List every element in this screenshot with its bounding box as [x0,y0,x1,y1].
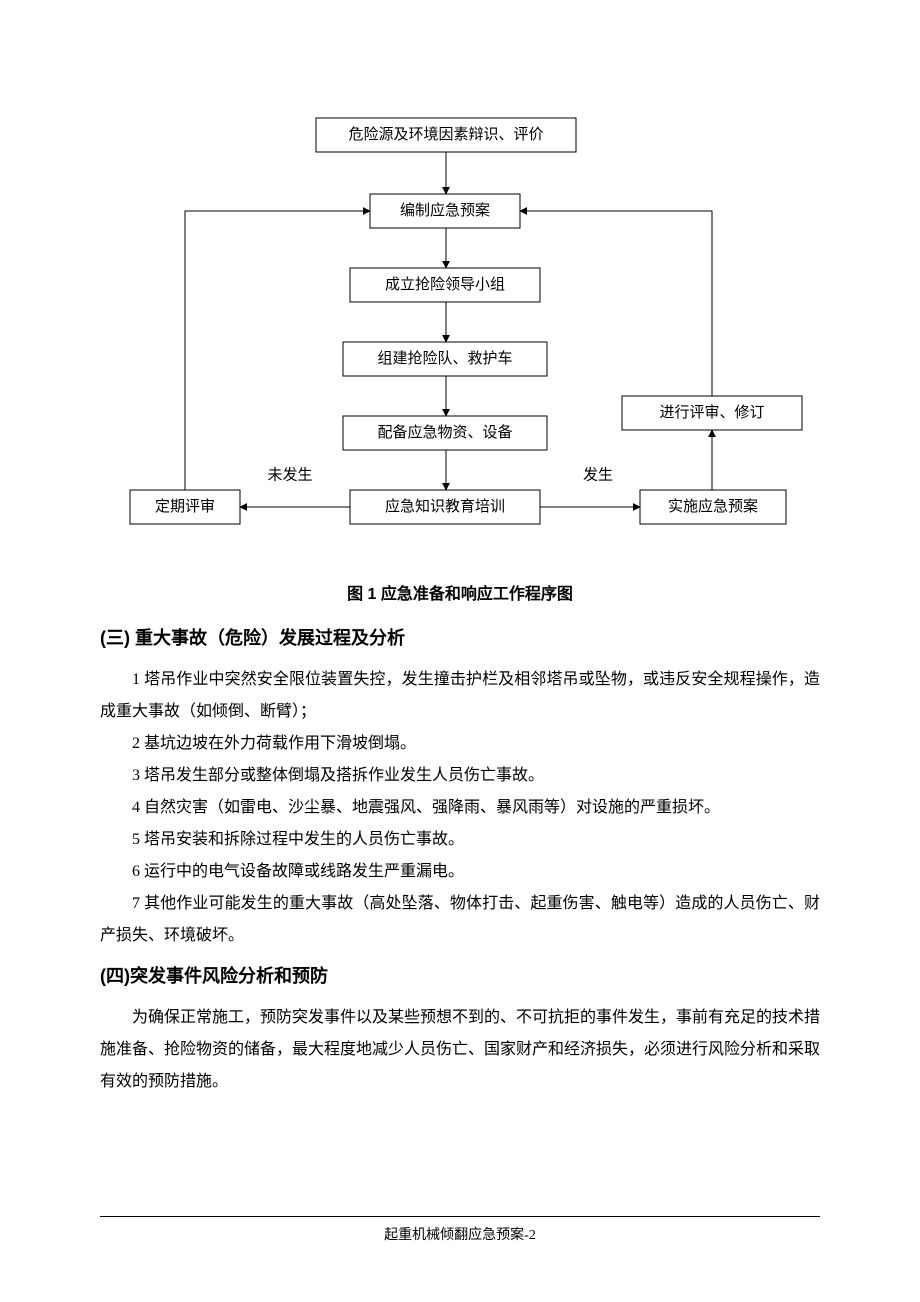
section-3-item-4: 4 自然灾害（如雷电、沙尘暴、地震强风、强降雨、暴风雨等）对设施的严重损坏。 [100,792,820,824]
section-3-item-2: 2 基坑边坡在外力荷载作用下滑坡倒塌。 [100,728,820,760]
section-3-item-3: 3 塔吊发生部分或整体倒塌及搭拆作业发生人员伤亡事故。 [100,760,820,792]
section-4-body: 为确保正常施工，预防突发事件以及某些预想不到的、不可抗拒的事件发生，事前有充足的… [100,1002,820,1098]
section-4-heading: (四)突发事件风险分析和预防 [100,962,820,988]
flowchart-edge [185,211,370,490]
figure-caption: 图 1 应急准备和响应工作程序图 [100,580,820,604]
page: 未发生 发生 危险源及环境因素辩识、评价编制应急预案成立抢险领导小组组建抢险队、救… [0,0,920,1302]
section-3-body: 1 塔吊作业中突然安全限位装置失控，发生撞击护栏及相邻塔吊或坠物，或违反安全规程… [100,664,820,952]
flowchart-node-label: 进行评审、修订 [659,404,764,421]
section-3-heading: (三) 重大事故（危险）发展过程及分析 [100,624,820,650]
section-3-item-7: 7 其他作业可能发生的重大事故（高处坠落、物体打击、起重伤害、触电等）造成的人员… [100,888,820,952]
section-4-paragraph: 为确保正常施工，预防突发事件以及某些预想不到的、不可抗拒的事件发生，事前有充足的… [100,1002,820,1098]
flowchart-node-label: 组建抢险队、救护车 [377,349,512,367]
footer-rule [100,1216,820,1217]
flowchart-edge-label: 未发生 [267,466,312,483]
flowchart: 未发生 发生 危险源及环境因素辩识、评价编制应急预案成立抢险领导小组组建抢险队、救… [100,100,820,540]
section-3-item-5: 5 塔吊安装和拆除过程中发生的人员伤亡事故。 [100,824,820,856]
flowchart-node-label: 实施应急预案 [668,497,758,515]
flowchart-node-label: 定期评审 [155,498,215,515]
section-3-item-6: 6 运行中的电气设备故障或线路发生严重漏电。 [100,856,820,888]
footer-text: 起重机械倾翻应急预案-2 [0,1224,920,1244]
flowchart-node-label: 编制应急预案 [400,201,490,219]
flowchart-node-label: 成立抢险领导小组 [385,275,505,293]
flowchart-node-label: 配备应急物资、设备 [377,423,512,441]
flowchart-edge-label: 发生 [583,466,613,483]
flowchart-edge [520,211,712,396]
flowchart-node-label: 应急知识教育培训 [385,497,505,515]
section-3-item-1: 1 塔吊作业中突然安全限位装置失控，发生撞击护栏及相邻塔吊或坠物，或违反安全规程… [100,664,820,728]
flowchart-svg: 未发生 发生 危险源及环境因素辩识、评价编制应急预案成立抢险领导小组组建抢险队、救… [100,100,820,540]
flowchart-node-label: 危险源及环境因素辩识、评价 [348,125,543,143]
